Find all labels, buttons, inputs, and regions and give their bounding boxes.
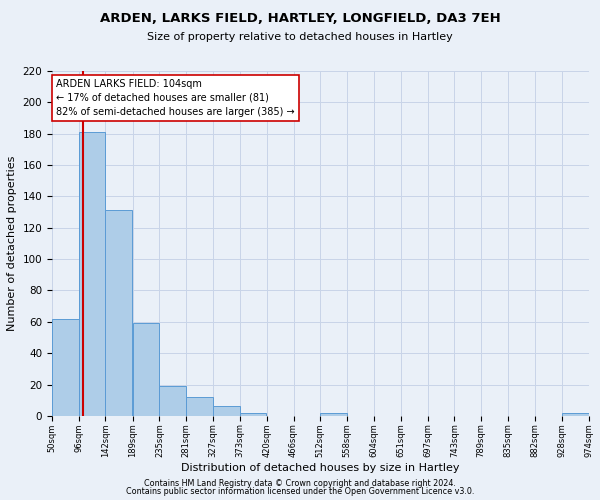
- Y-axis label: Number of detached properties: Number of detached properties: [7, 156, 17, 331]
- Bar: [213, 406, 239, 416]
- X-axis label: Distribution of detached houses by size in Hartley: Distribution of detached houses by size …: [181, 463, 460, 473]
- Bar: [106, 210, 132, 416]
- Text: Contains HM Land Registry data © Crown copyright and database right 2024.: Contains HM Land Registry data © Crown c…: [144, 478, 456, 488]
- Text: Contains public sector information licensed under the Open Government Licence v3: Contains public sector information licen…: [126, 487, 474, 496]
- Bar: [562, 412, 589, 416]
- Bar: [160, 386, 186, 416]
- Bar: [133, 324, 160, 416]
- Bar: [52, 318, 79, 416]
- Text: ARDEN LARKS FIELD: 104sqm
← 17% of detached houses are smaller (81)
82% of semi-: ARDEN LARKS FIELD: 104sqm ← 17% of detac…: [56, 79, 295, 117]
- Text: Size of property relative to detached houses in Hartley: Size of property relative to detached ho…: [147, 32, 453, 42]
- Bar: [79, 132, 106, 416]
- Bar: [320, 412, 347, 416]
- Text: ARDEN, LARKS FIELD, HARTLEY, LONGFIELD, DA3 7EH: ARDEN, LARKS FIELD, HARTLEY, LONGFIELD, …: [100, 12, 500, 26]
- Bar: [239, 412, 266, 416]
- Bar: [186, 397, 213, 416]
